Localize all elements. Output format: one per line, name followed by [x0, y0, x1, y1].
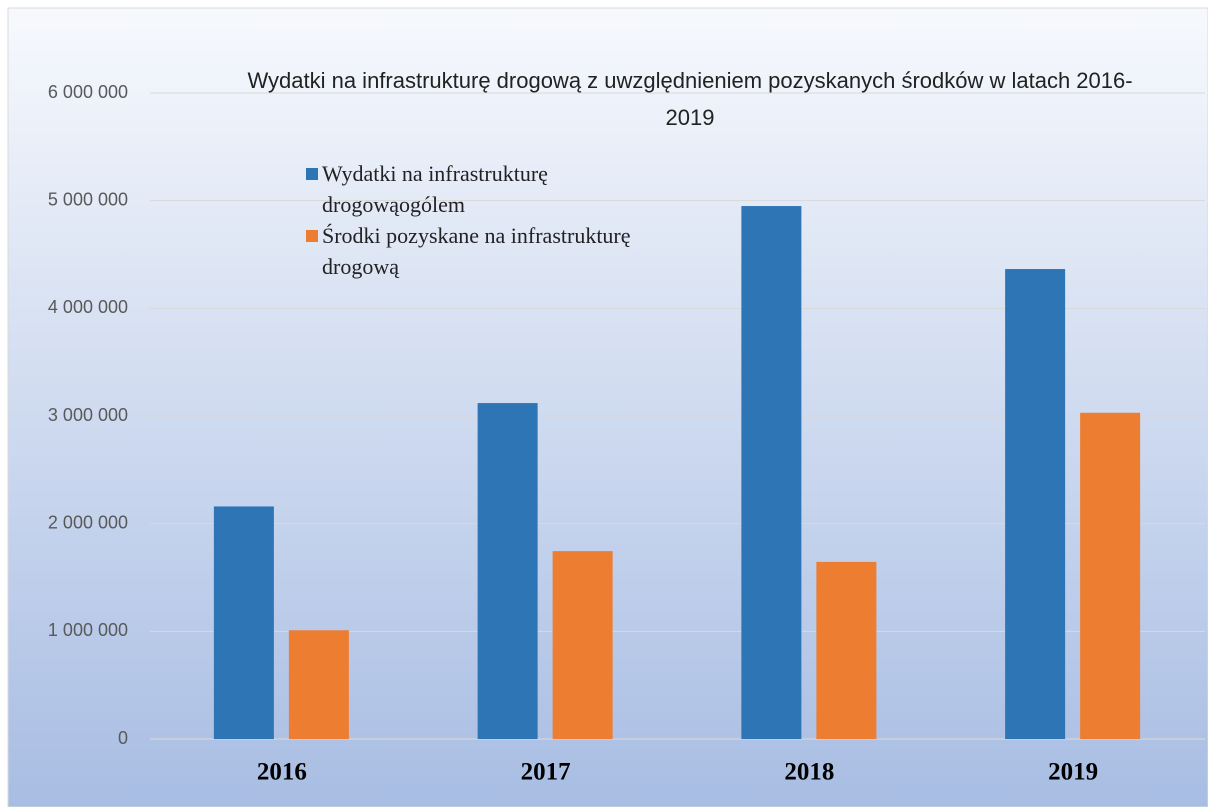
bar — [1005, 269, 1066, 739]
legend-swatch — [306, 230, 318, 242]
y-tick-label: 6 000 000 — [48, 82, 128, 102]
y-tick-label: 4 000 000 — [48, 297, 128, 317]
y-tick-label: 3 000 000 — [48, 405, 128, 425]
legend-item: Środki pozyskane na infrastrukturę drogo… — [306, 220, 636, 282]
legend: Wydatki na infrastrukturę drogowąogólem Ś… — [306, 158, 636, 282]
x-tick-label: 2017 — [521, 759, 571, 786]
bar — [477, 403, 538, 739]
y-tick-label: 1 000 000 — [48, 620, 128, 640]
x-tick-label: 2016 — [257, 759, 307, 786]
y-tick-label: 5 000 000 — [48, 189, 128, 209]
legend-swatch — [306, 168, 318, 180]
legend-label: Wydatki na infrastrukturę drogowąogólem — [322, 161, 548, 217]
bar — [1080, 412, 1141, 739]
x-tick-label: 2018 — [784, 759, 834, 786]
y-tick-label: 0 — [118, 728, 128, 748]
legend-item: Wydatki na infrastrukturę drogowąogólem — [306, 158, 636, 220]
legend-label: Środki pozyskane na infrastrukturę drogo… — [322, 223, 631, 279]
bar — [816, 561, 877, 739]
chart-title: Wydatki na infrastrukturę drogową z uwzg… — [247, 68, 1133, 130]
bar — [213, 506, 274, 739]
bar — [552, 551, 613, 739]
bar — [741, 206, 802, 740]
y-tick-label: 2 000 000 — [48, 512, 128, 532]
bar — [288, 630, 349, 739]
x-tick-label: 2019 — [1048, 759, 1098, 786]
